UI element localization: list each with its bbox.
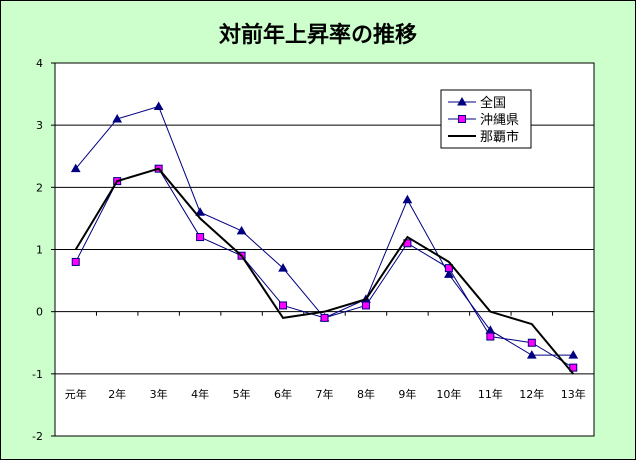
data-point-marker [444,269,454,278]
legend-item: 那覇市 [448,129,519,145]
x-tick-label: 3年 [150,387,168,401]
y-tick-label: -1 [32,368,43,381]
legend-label: 沖縄県 [480,113,519,128]
y-tick-label: 3 [36,119,43,132]
data-point-marker [196,233,205,242]
y-tick-label: -2 [32,430,43,443]
x-tick-label: 8年 [357,387,375,401]
x-tick-label: 6年 [274,387,292,401]
x-tick-label: 12年 [519,387,544,401]
data-point-marker [279,301,288,310]
legend-label: 那覇市 [480,129,519,145]
x-tick-label: 7年 [316,387,334,401]
data-point-marker [112,113,123,123]
data-point-marker [444,264,453,273]
x-tick-label: 5年 [233,387,251,401]
data-point-marker [71,257,80,266]
y-tick-label: 4 [36,57,43,70]
data-point-marker [486,332,495,341]
data-point-marker [278,263,288,272]
data-point-marker [526,350,537,359]
data-point-marker [402,194,413,204]
series-2 [74,167,575,375]
x-tick-label: 4年 [191,387,209,401]
y-tick-label: 1 [36,244,43,257]
data-point-marker [568,350,579,359]
y-tick-label: 0 [36,306,43,319]
legend-item: 沖縄県 [448,113,519,128]
legend-label: 全国 [480,95,506,111]
x-tick-label: 元年 [65,387,87,401]
data-point-marker [236,225,247,235]
data-point-marker [569,363,578,372]
data-point-marker [153,101,164,111]
chart-title: 対前年上昇率の推移 [219,22,417,48]
data-point-marker [70,163,81,173]
x-tick-label: 11年 [478,387,503,401]
data-point-marker [195,207,205,216]
x-tick-label: 2年 [108,387,126,401]
series-line [74,167,575,375]
x-axis-ticks: 元年 2年 3年 4年 5年 6年 7年 8年 9年 10年 11年 12年 13年 [54,311,595,401]
data-point-marker [320,313,329,322]
x-tick-label: 13年 [561,387,586,401]
data-point-marker [457,96,467,106]
data-point-marker [458,115,466,123]
legend-item: 全国 [448,95,506,111]
y-tick-label: 2 [36,181,43,194]
series-group [70,101,579,375]
data-point-marker [361,301,370,310]
x-tick-label: 10年 [436,387,461,401]
x-tick-label: 9年 [398,387,416,401]
data-point-marker [527,338,536,347]
y-axis-ticks: -2 -1 0 1 2 3 4 [32,57,55,443]
